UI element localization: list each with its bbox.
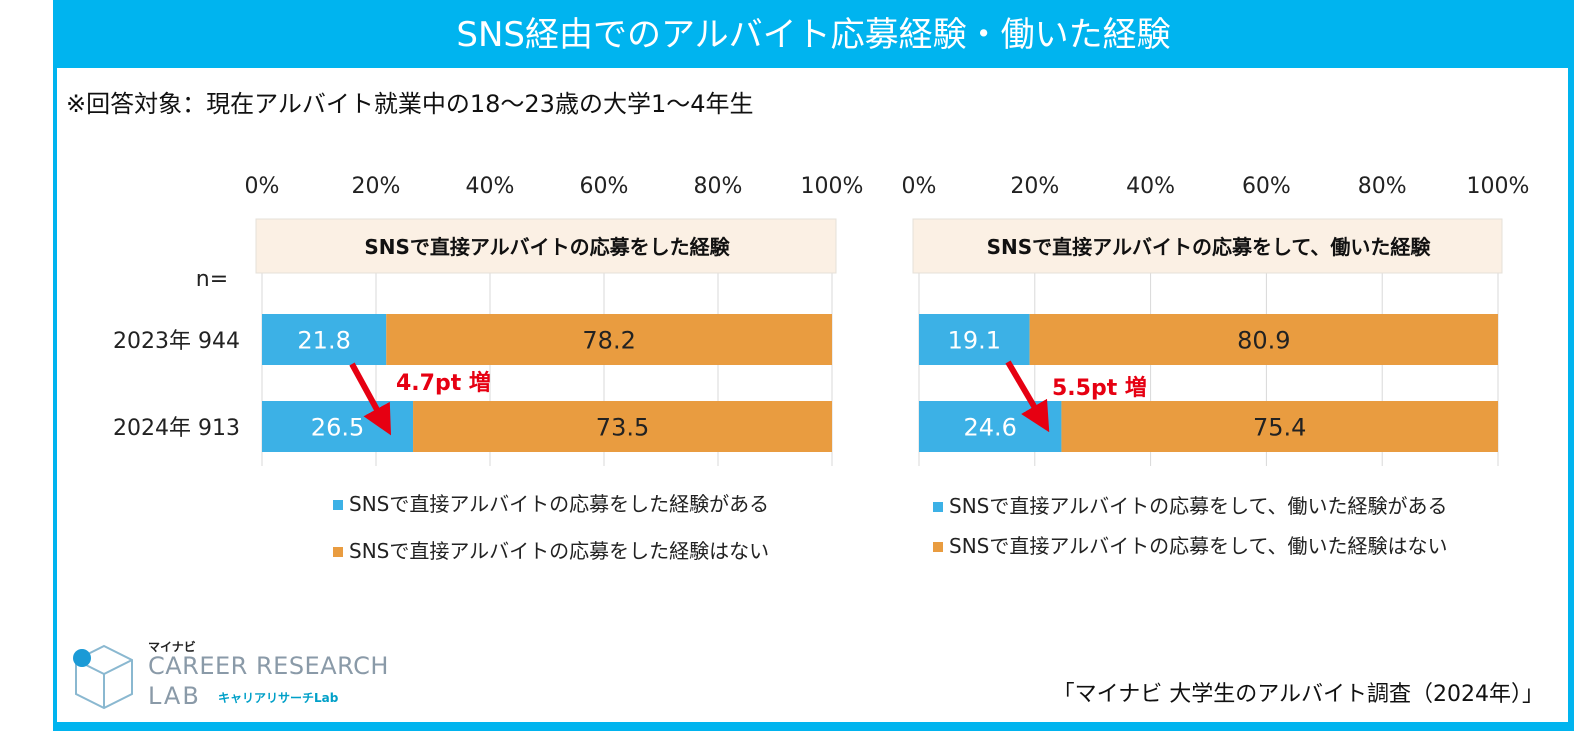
row-label: 2024年 913 [113,416,240,441]
increase-annotation: 4.7pt 増 [396,370,491,396]
bar-segment [919,314,1030,365]
x-tick-label: 0% [245,174,280,199]
legend-label: SNSで直接アルバイトの応募をして、働いた経験がある [949,494,1448,518]
x-tick-label: 20% [1010,174,1059,199]
legend-label: SNSで直接アルバイトの応募をして、働いた経験はない [949,534,1448,558]
data-label: 73.5 [596,414,649,442]
chart-title: SNSで直接アルバイトの応募をした経験 [364,235,730,259]
x-tick-label: 80% [1358,174,1407,199]
increase-annotation: 5.5pt 増 [1052,375,1147,401]
chart-header-band [912,218,1503,274]
logo-kana-text: キャリアリサーチLab [218,691,339,705]
x-tick-label: 0% [902,174,937,199]
respondent-note: ※回答対象：現在アルバイト就業中の18～23歳の大学1～4年生 [66,90,754,118]
career-research-lab-logo: マイナビ CAREER RESEARCH LAB キャリアリサーチLab [68,638,398,714]
data-label: 75.4 [1253,414,1306,442]
bar-segment [386,314,832,365]
logo-cube-icon [73,644,133,710]
x-tick-label: 40% [466,174,515,199]
data-label: 21.8 [297,327,350,355]
source-citation: 「マイナビ 大学生のアルバイト調査（2024年）」 [1052,682,1544,707]
logo-lab-text: LAB [148,682,201,710]
x-tick-label: 20% [352,174,401,199]
legend-swatch [933,542,943,552]
frame: SNS経由でのアルバイト応募経験・働いた経験 [53,0,1574,731]
x-tick-label: 100% [801,174,864,199]
legend-swatch [333,547,343,557]
logo-maynavi-text: マイナビ [148,640,196,654]
x-tick-label: 80% [694,174,743,199]
chart-header-band [255,218,837,274]
n-label: n= [196,267,228,292]
increase-arrow [1005,360,1050,433]
chart-title: SNSで直接アルバイトの応募をして、働いた経験 [987,235,1432,259]
logo-career-research-text: CAREER RESEARCH [148,652,389,680]
row-label: 2023年 944 [113,329,240,354]
bar-segment [262,314,387,365]
bar-segment [413,401,832,452]
content-panel [57,68,1568,722]
data-label: 26.5 [311,414,364,442]
x-tick-label: 40% [1126,174,1175,199]
increase-arrow [349,362,392,436]
legend-label: SNSで直接アルバイトの応募をした経験がある [349,492,769,516]
x-tick-label: 60% [1242,174,1291,199]
x-tick-label: 100% [1467,174,1530,199]
legend-swatch [333,500,343,510]
bar-segment [1061,401,1498,452]
data-label: 19.1 [948,327,1001,355]
data-label: 24.6 [963,414,1016,442]
data-label: 80.9 [1237,327,1290,355]
legend-label: SNSで直接アルバイトの応募をした経験はない [349,539,769,563]
legend-swatch [933,502,943,512]
page-title: SNS経由でのアルバイト応募経験・働いた経験 [456,15,1171,55]
bar-segment [1029,314,1498,365]
data-label: 78.2 [582,327,635,355]
x-tick-label: 60% [580,174,629,199]
